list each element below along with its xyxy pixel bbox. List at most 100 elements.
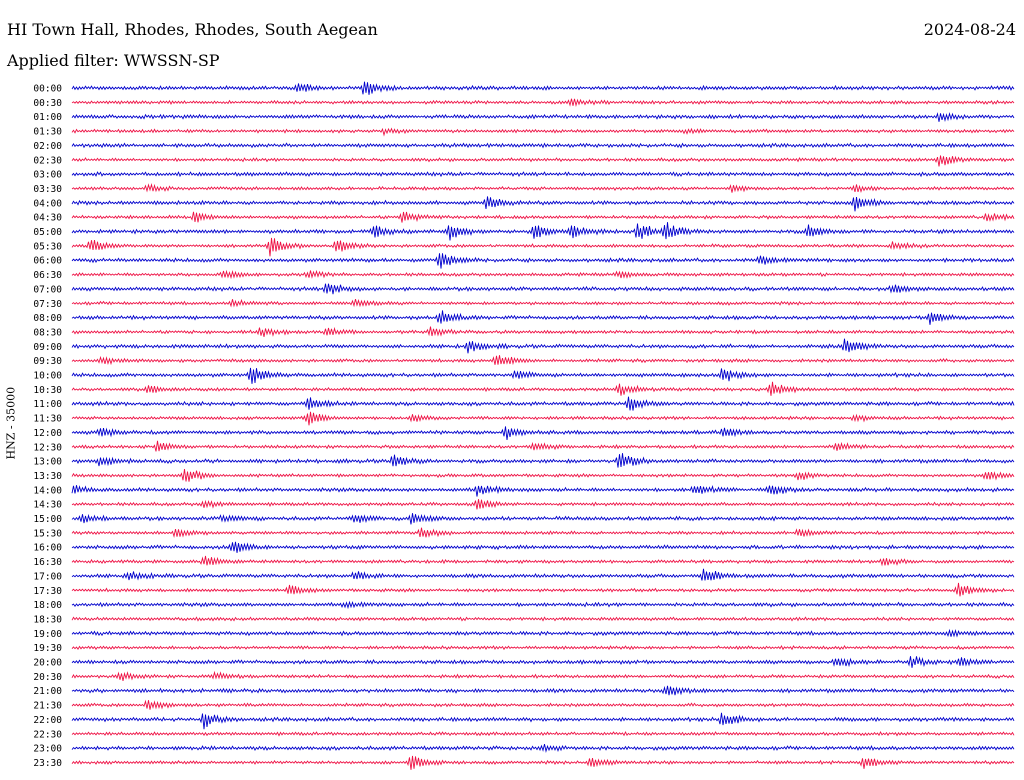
seismic-trace-1000 bbox=[71, 367, 1015, 384]
time-tick-label: 22:30 bbox=[33, 729, 62, 740]
seismic-trace-2100 bbox=[71, 685, 1015, 696]
seismic-trace-1530 bbox=[71, 527, 1015, 538]
seismic-trace-0200 bbox=[71, 142, 1015, 149]
seismic-trace-0000 bbox=[71, 81, 1015, 95]
seismic-trace-0800 bbox=[71, 310, 1015, 325]
seismic-trace-2200 bbox=[71, 712, 1015, 730]
time-tick-label: 08:30 bbox=[33, 327, 62, 338]
time-tick-label: 13:00 bbox=[33, 457, 62, 468]
seismic-trace-0600 bbox=[71, 253, 1015, 269]
time-tick-label: 15:00 bbox=[33, 514, 62, 525]
time-tick-label: 16:30 bbox=[33, 557, 62, 568]
time-tick-label: 01:30 bbox=[33, 127, 62, 138]
seismic-trace-0830 bbox=[71, 326, 1015, 337]
time-tick-label: 11:30 bbox=[33, 414, 62, 425]
seismic-trace-1330 bbox=[71, 468, 1015, 482]
seismic-trace-0430 bbox=[71, 211, 1015, 223]
time-tick-label: 05:30 bbox=[33, 241, 62, 252]
seismic-trace-1230 bbox=[71, 440, 1015, 452]
seismic-trace-0530 bbox=[71, 237, 1015, 257]
time-tick-label: 16:00 bbox=[33, 543, 62, 554]
time-tick-label: 10:30 bbox=[33, 385, 62, 396]
seismic-trace-1800 bbox=[71, 600, 1015, 610]
time-tick-label: 17:30 bbox=[33, 586, 62, 597]
seismic-trace-1100 bbox=[71, 396, 1015, 411]
seismic-trace-0400 bbox=[71, 196, 1015, 212]
time-tick-label: 14:30 bbox=[33, 500, 62, 511]
seismic-trace-0930 bbox=[71, 355, 1015, 366]
seismic-trace-1030 bbox=[71, 381, 1015, 396]
seismic-trace-0230 bbox=[71, 155, 1015, 167]
time-tick-label: 19:30 bbox=[33, 643, 62, 654]
seismic-trace-0730 bbox=[71, 298, 1015, 308]
seismic-trace-1300 bbox=[71, 453, 1015, 468]
seismic-trace-1630 bbox=[71, 555, 1015, 567]
seismic-trace-2030 bbox=[71, 670, 1015, 681]
seismic-trace-0300 bbox=[71, 171, 1015, 178]
time-tick-label: 20:00 bbox=[33, 658, 62, 669]
seismic-trace-0630 bbox=[71, 269, 1015, 280]
time-tick-label: 01:00 bbox=[33, 112, 62, 123]
seismic-trace-1500 bbox=[71, 513, 1015, 525]
record-date: 2024-08-24 bbox=[923, 20, 1016, 39]
time-tick-label: 12:00 bbox=[33, 428, 62, 439]
time-tick-label: 15:30 bbox=[33, 528, 62, 539]
seismic-trace-1700 bbox=[71, 568, 1015, 581]
time-tick-label: 06:00 bbox=[33, 256, 62, 267]
seismic-trace-2130 bbox=[71, 699, 1015, 710]
time-tick-label: 09:00 bbox=[33, 342, 62, 353]
filter-label: Applied filter: WWSSN-SP bbox=[7, 51, 220, 70]
seismic-trace-1900 bbox=[71, 628, 1015, 638]
time-tick-label: 04:30 bbox=[33, 213, 62, 224]
seismic-trace-0330 bbox=[71, 182, 1015, 194]
seismic-trace-0700 bbox=[71, 283, 1015, 295]
time-tick-label: 14:00 bbox=[33, 485, 62, 496]
seismic-trace-0130 bbox=[71, 127, 1015, 137]
time-tick-label: 07:30 bbox=[33, 299, 62, 310]
time-tick-label: 07:00 bbox=[33, 284, 62, 295]
time-tick-label: 03:00 bbox=[33, 170, 62, 181]
time-tick-label: 03:30 bbox=[33, 184, 62, 195]
seismic-trace-0100 bbox=[71, 112, 1015, 122]
time-tick-label: 06:30 bbox=[33, 270, 62, 281]
seismic-trace-2000 bbox=[71, 656, 1015, 668]
seismic-trace-0030 bbox=[71, 98, 1015, 107]
time-tick-label: 20:30 bbox=[33, 672, 62, 683]
time-tick-label: 17:00 bbox=[33, 571, 62, 582]
station-title: HI Town Hall, Rhodes, Rhodes, South Aege… bbox=[7, 20, 378, 39]
seismic-trace-2300 bbox=[71, 743, 1015, 753]
seismic-trace-1600 bbox=[71, 541, 1015, 553]
seismic-trace-1200 bbox=[71, 426, 1015, 441]
time-tick-label: 22:00 bbox=[33, 715, 62, 726]
seismic-trace-1830 bbox=[71, 616, 1015, 622]
seismic-trace-1400 bbox=[71, 484, 1015, 497]
time-tick-label: 21:30 bbox=[33, 701, 62, 712]
time-tick-label: 02:00 bbox=[33, 141, 62, 152]
time-tick-label: 21:00 bbox=[33, 686, 62, 697]
time-tick-label: 10:00 bbox=[33, 371, 62, 382]
seismic-trace-0500 bbox=[71, 222, 1015, 241]
seismic-trace-0900 bbox=[71, 338, 1015, 354]
time-tick-label: 05:00 bbox=[33, 227, 62, 238]
time-tick-label: 09:30 bbox=[33, 356, 62, 367]
time-tick-label: 04:00 bbox=[33, 198, 62, 209]
seismic-trace-1130 bbox=[71, 411, 1015, 426]
seismic-trace-1930 bbox=[71, 644, 1015, 651]
seismic-trace-2230 bbox=[71, 730, 1015, 737]
seismic-trace-2330 bbox=[71, 755, 1015, 770]
time-tick-label: 18:30 bbox=[33, 614, 62, 625]
time-tick-label: 19:00 bbox=[33, 629, 62, 640]
seismic-trace-1730 bbox=[71, 582, 1015, 597]
time-tick-label: 11:00 bbox=[33, 399, 62, 410]
time-tick-label: 00:30 bbox=[33, 98, 62, 109]
time-tick-label: 18:00 bbox=[33, 600, 62, 611]
seismic-trace-1430 bbox=[71, 499, 1015, 510]
time-tick-label: 13:30 bbox=[33, 471, 62, 482]
time-tick-label: 00:00 bbox=[33, 84, 62, 95]
time-tick-label: 23:00 bbox=[33, 744, 62, 755]
time-tick-label: 12:30 bbox=[33, 442, 62, 453]
time-tick-label: 23:30 bbox=[33, 758, 62, 769]
time-tick-label: 02:30 bbox=[33, 155, 62, 166]
time-tick-label: 08:00 bbox=[33, 313, 62, 324]
